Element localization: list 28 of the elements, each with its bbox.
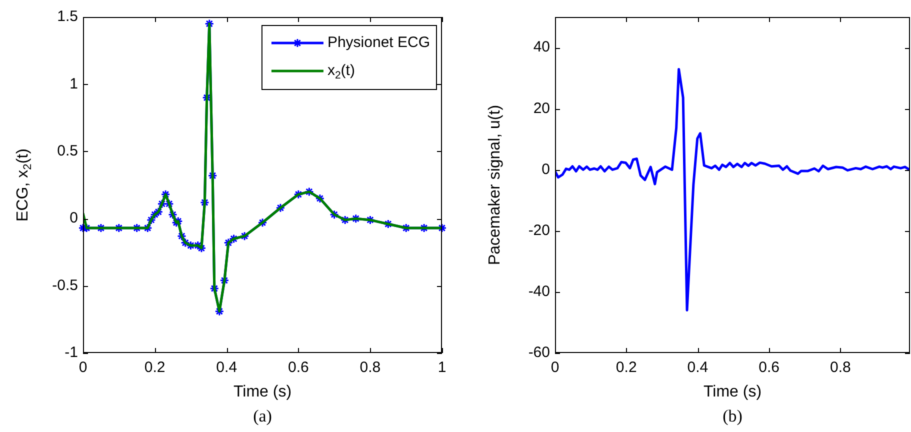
- y-tick-label: -0.5: [52, 276, 78, 294]
- x-tick-label: 0.2: [144, 359, 166, 376]
- x-tick-label: 0.6: [758, 359, 780, 376]
- y-axis-title: Pacemaker signal, u(t): [486, 104, 504, 266]
- y-tick-label: 0.5: [57, 142, 78, 160]
- y-axis-title: ECG, x2(t): [14, 148, 34, 222]
- y-tick-label: -20: [528, 222, 550, 239]
- y-tick-label: -60: [528, 344, 550, 362]
- y-tick-label: 0: [70, 210, 78, 227]
- y-tick-label: -1: [64, 344, 78, 362]
- x-tick-label: 0.8: [830, 359, 851, 376]
- x-axis-title: Time (s): [703, 383, 762, 400]
- text: (b): [722, 406, 742, 426]
- x-tick-label: 0.2: [616, 359, 637, 376]
- x-tick-label: 1: [438, 359, 446, 376]
- text: (a): [253, 406, 272, 426]
- y-tick-label: 20: [533, 100, 550, 117]
- x-tick-label: 0.4: [216, 359, 238, 376]
- y-tick-label: 0: [542, 160, 550, 178]
- y-tick-label: 1.5: [57, 8, 78, 26]
- y-tick-label: 1: [70, 75, 78, 92]
- x-tick-label: 0.6: [288, 359, 309, 376]
- x-axis-title: Time (s): [233, 383, 292, 400]
- x-tick-label: 0.4: [687, 359, 708, 376]
- x-tick-label: 0.8: [360, 359, 381, 376]
- legend-label: Physionet ECG: [327, 34, 430, 52]
- y-tick-label: -40: [528, 283, 550, 300]
- y-tick-label: 40: [533, 38, 550, 56]
